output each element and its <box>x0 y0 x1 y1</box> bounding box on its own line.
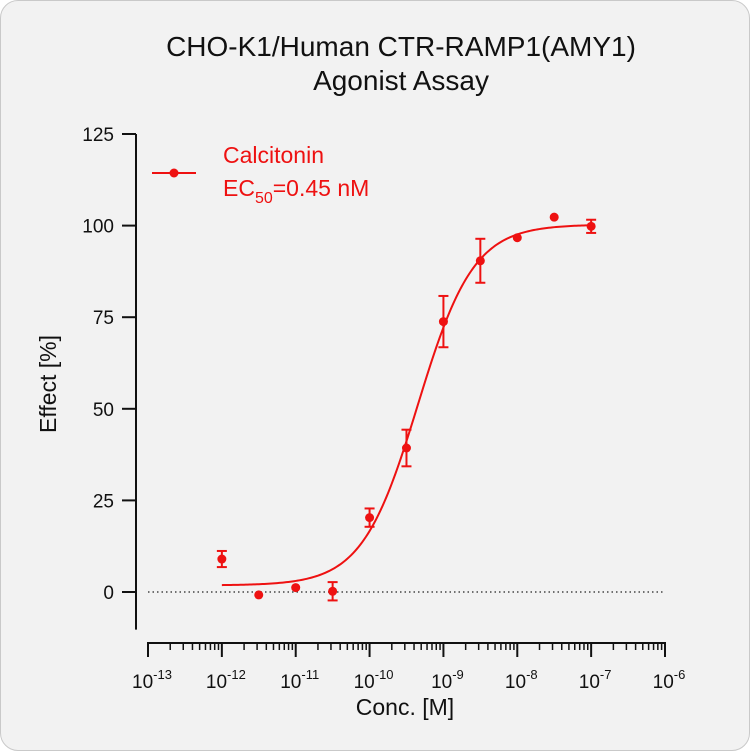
fit-curve <box>221 224 592 587</box>
legend-marker <box>169 168 179 178</box>
data-point <box>291 583 301 593</box>
x-tick-label: 10-9 <box>431 667 464 693</box>
x-tick-label: 10-8 <box>505 667 538 693</box>
x-tick-label: 10-11 <box>280 667 319 693</box>
legend-ec50-subscript: 50 <box>255 190 273 207</box>
data-point <box>549 212 559 222</box>
legend: Calcitonin EC50=0.45 nM <box>152 142 369 207</box>
data-point <box>254 590 264 600</box>
x-axis-title: Conc. [M] <box>356 694 454 720</box>
y-axis-title: Effect [%] <box>35 335 61 433</box>
data-point <box>586 221 596 231</box>
x-tick-label: 10-6 <box>653 667 686 693</box>
data-point <box>401 443 411 453</box>
y-tick-label: 125 <box>82 125 114 146</box>
chart-title: CHO-K1/Human CTR-RAMP1(AMY1) <box>166 31 636 62</box>
x-tick-label: 10-13 <box>132 667 172 693</box>
y-tick-label: 50 <box>93 400 114 421</box>
y-tick-label: 100 <box>82 217 114 238</box>
data-point <box>475 256 485 266</box>
x-tick-label: 10-12 <box>206 667 246 693</box>
x-axis: 10-13 10-12 10-11 10-10 10-9 10-8 10-7 10-6 <box>132 642 686 693</box>
data-point <box>328 586 338 596</box>
data-point <box>438 317 448 327</box>
y-axis: 0 25 50 75 100 125 <box>82 125 137 630</box>
data-point <box>217 554 227 564</box>
data-points <box>216 212 597 602</box>
legend-ec50-prefix: EC <box>223 175 255 201</box>
y-tick-label: 0 <box>103 583 114 604</box>
y-tick-label: 75 <box>93 308 114 329</box>
legend-series-name: Calcitonin <box>223 142 324 168</box>
x-tick-label: 10-7 <box>579 667 612 693</box>
x-tick-label: 10-10 <box>354 667 394 693</box>
chart-subtitle: Agonist Assay <box>313 65 489 96</box>
data-point <box>512 233 522 243</box>
y-tick-label: 25 <box>93 491 114 512</box>
legend-ec50: EC50=0.45 nM <box>223 175 369 207</box>
data-point <box>365 513 375 523</box>
legend-ec50-value: =0.45 nM <box>273 175 370 201</box>
